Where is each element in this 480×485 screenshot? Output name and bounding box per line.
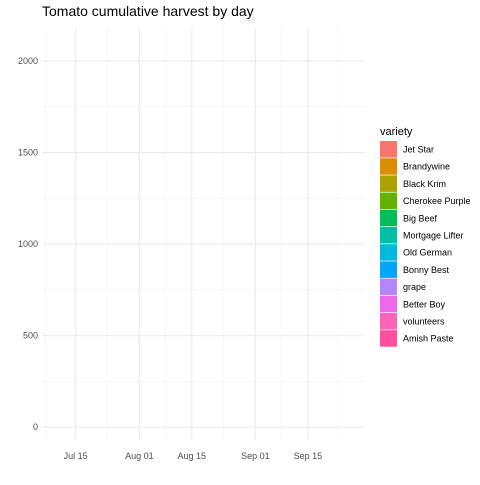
legend-swatch (380, 330, 397, 347)
legend-swatch (380, 278, 397, 296)
y-tick-labels: 0 500 1000 1500 2000 (18, 56, 38, 432)
y-tick-label: 500 (23, 331, 38, 341)
legend-item: Cherokee Purple (380, 192, 471, 210)
y-tick-label: 0 (33, 422, 38, 432)
legend-item: Better Boy (380, 295, 446, 313)
y-tick-label: 1000 (18, 239, 38, 249)
legend-label: Mortgage Lifter (403, 231, 464, 241)
legend-swatch (380, 158, 397, 175)
grid-minor (42, 28, 364, 440)
y-tick-label: 1500 (18, 148, 38, 158)
legend-swatch (380, 244, 397, 261)
legend-item: Black Krim (380, 175, 446, 192)
legend-label: volunteers (403, 317, 445, 327)
legend-swatch (380, 295, 397, 313)
legend-label: grape (403, 282, 426, 292)
grid-major (42, 28, 364, 440)
legend-entries: Jet Star Brandywine Black Krim Cherokee Pur… (380, 141, 471, 347)
chart-title: Tomato cumulative harvest by day (42, 3, 254, 19)
legend-swatch (380, 192, 397, 210)
legend-label: Cherokee Purple (403, 196, 471, 206)
legend-label: Jet Star (403, 145, 434, 155)
legend-item: Old German (380, 244, 452, 261)
x-tick-labels: Jul 15 Aug 01 Aug 15 Sep 01 Sep 15 (64, 451, 322, 461)
legend-label: Big Beef (403, 213, 438, 223)
legend-swatch (380, 313, 397, 330)
legend-item: grape (380, 278, 426, 296)
legend-label: Bonny Best (403, 265, 450, 275)
legend: variety Jet Star Brandywine Black Krim Cher… (380, 126, 471, 347)
x-tick-label: Jul 15 (64, 451, 88, 461)
legend-label: Brandywine (403, 162, 450, 172)
legend-label: Black Krim (403, 179, 446, 189)
legend-swatch (380, 209, 397, 227)
legend-swatch (380, 227, 397, 244)
legend-item: volunteers (380, 313, 445, 330)
legend-item: Bonny Best (380, 261, 450, 278)
legend-item: Amish Paste (380, 330, 454, 347)
legend-label: Old German (403, 248, 452, 258)
x-tick-label: Aug 15 (178, 451, 207, 461)
x-tick-label: Aug 01 (125, 451, 154, 461)
legend-item: Brandywine (380, 158, 450, 175)
x-tick-label: Sep 01 (241, 451, 270, 461)
legend-label: Amish Paste (403, 334, 454, 344)
y-tick-label: 2000 (18, 56, 38, 66)
legend-item: Mortgage Lifter (380, 227, 464, 244)
legend-label: Better Boy (403, 299, 446, 309)
legend-swatch (380, 261, 397, 278)
legend-item: Big Beef (380, 209, 438, 227)
legend-item: Jet Star (380, 141, 434, 158)
legend-swatch (380, 175, 397, 192)
legend-title: variety (380, 126, 413, 138)
legend-swatch (380, 141, 397, 158)
x-tick-label: Sep 15 (294, 451, 323, 461)
